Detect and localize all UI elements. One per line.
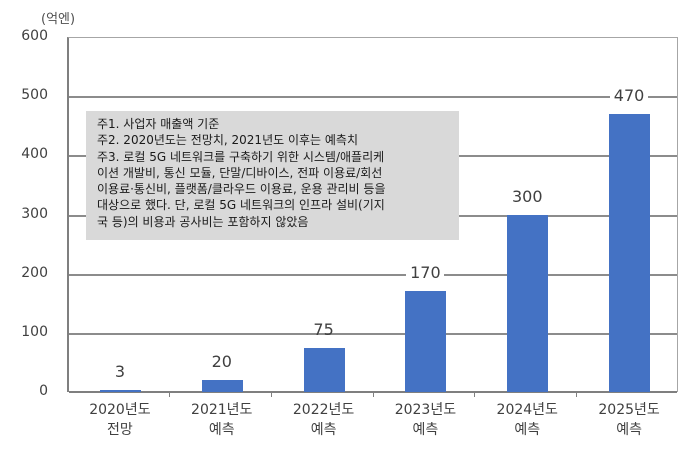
y-tick-label: 200 [21, 264, 48, 281]
x-tick-mark [372, 392, 374, 397]
x-tick-label-line: 2021년도 [191, 402, 253, 418]
x-tick-label-line: 2024년도 [496, 402, 558, 418]
x-tick-label-line: 2023년도 [394, 402, 457, 418]
bar [201, 380, 243, 392]
x-tick-label-line: 예측 [616, 422, 642, 438]
y-tick-label: 500 [21, 87, 48, 104]
y-tick-label: 300 [21, 205, 48, 222]
data-label: 75 [313, 319, 334, 339]
bar [507, 214, 549, 392]
x-tick-label-line: 2020년도 [89, 402, 151, 418]
note-line: 주3. 로컬 5G 네트워크를 구축하기 위한 시스템/애플리케 [97, 149, 385, 164]
y-axis-unit-label: (억엔) [41, 12, 76, 27]
gridline [69, 332, 677, 335]
data-label: 300 [508, 186, 547, 206]
x-tick-label-line: 예측 [514, 422, 541, 438]
data-label: 20 [211, 352, 232, 372]
note-line: 주1. 사업자 매출액 기준 [97, 117, 220, 131]
x-tick-label-line: 예측 [412, 422, 439, 438]
y-tick-label: 100 [21, 323, 48, 340]
x-tick-label-line: 2025년도 [598, 402, 660, 418]
x-tick-mark [576, 392, 578, 397]
note-line: 대상으로 했다. 단, 로컬 5G 네트워크의 인프라 설비(기지 [97, 198, 385, 213]
x-tick-label-line: 예측 [208, 422, 235, 438]
bar [303, 347, 345, 392]
y-tick-label: 0 [39, 383, 48, 399]
gridline [69, 273, 677, 276]
x-tick-label-line: 2022년도 [292, 402, 355, 418]
y-tick-label: 600 [21, 28, 48, 44]
x-tick-mark [168, 392, 170, 397]
x-tick-mark [270, 392, 272, 397]
bar [405, 291, 447, 392]
x-tick-label-line: 전망 [107, 422, 133, 438]
note-line: 주2. 2020년도는 전망치, 2021년도 이후는 예측치 [97, 133, 359, 148]
bar [99, 390, 141, 392]
gridline [69, 96, 677, 99]
bar [609, 113, 651, 392]
x-tick-label-line: 예측 [310, 422, 337, 438]
note-line: 이용료·통신비, 플랫폼/클라우드 이용료, 운용 관리비 등을 [97, 182, 386, 197]
note-line: 이션 개발비, 통신 모듈, 단말/디바이스, 전파 이용료/회선 [97, 165, 383, 180]
x-tick-mark [474, 392, 476, 397]
y-tick-label: 400 [21, 146, 48, 163]
data-label: 3 [114, 362, 125, 382]
notes-box: 주1. 사업자 매출액 기준 주2. 2020년도는 전망치, 2021년도 이… [86, 111, 459, 240]
note-line: 국 등)의 비용과 공사비는 포함하지 않았음 [97, 214, 309, 229]
data-label: 170 [406, 263, 445, 283]
data-label: 470 [610, 85, 649, 105]
